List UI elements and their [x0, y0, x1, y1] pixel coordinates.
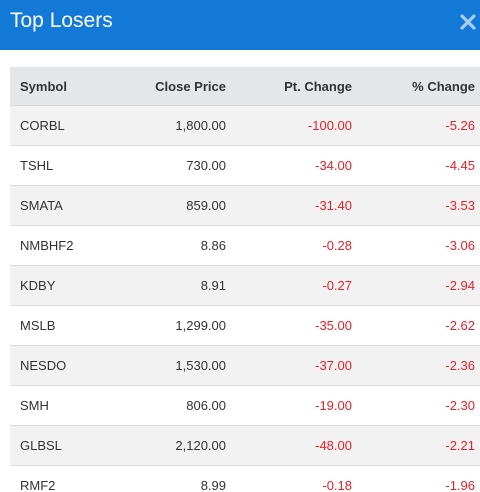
- symbol-cell[interactable]: NESDO: [10, 345, 123, 386]
- symbol-cell[interactable]: MSLB: [10, 305, 123, 346]
- close-price-cell: 8.99: [123, 465, 227, 492]
- pct-change-cell: -2.21: [352, 425, 480, 466]
- pct-change-cell: -2.36: [352, 345, 480, 386]
- pct-change-cell: -1.96: [352, 465, 480, 492]
- column-header-close-price[interactable]: Close Price: [123, 67, 227, 106]
- table-header-row: Symbol Close Price Pt. Change % Change: [10, 67, 480, 106]
- pct-change-cell: -4.45: [352, 145, 480, 186]
- pct-change-cell: -2.94: [352, 265, 480, 306]
- table-row[interactable]: NESDO 1,530.00 -37.00 -2.36: [10, 345, 480, 386]
- losers-table: Symbol Close Price Pt. Change % Change C…: [10, 67, 480, 492]
- column-header-pct-change[interactable]: % Change: [352, 67, 480, 106]
- close-price-cell: 1,530.00: [123, 345, 227, 386]
- pct-change-cell: -3.06: [352, 225, 480, 266]
- symbol-cell[interactable]: CORBL: [10, 105, 123, 146]
- pct-change-cell: -2.30: [352, 385, 480, 426]
- column-header-pt-change[interactable]: Pt. Change: [227, 67, 352, 106]
- table-row[interactable]: SMATA 859.00 -31.40 -3.53: [10, 185, 480, 226]
- pt-change-cell: -0.28: [227, 225, 352, 266]
- symbol-cell[interactable]: SMATA: [10, 185, 123, 226]
- table-row[interactable]: KDBY 8.91 -0.27 -2.94: [10, 265, 480, 306]
- symbol-cell[interactable]: RMF2: [10, 465, 123, 492]
- modal-title: Top Losers: [10, 9, 113, 32]
- pct-change-cell: -5.26: [352, 105, 480, 146]
- pct-change-cell: -3.53: [352, 185, 480, 226]
- table-row[interactable]: RMF2 8.99 -0.18 -1.96: [10, 465, 480, 492]
- pt-change-cell: -48.00: [227, 425, 352, 466]
- close-price-cell: 1,299.00: [123, 305, 227, 346]
- table-row[interactable]: CORBL 1,800.00 -100.00 -5.26: [10, 105, 480, 146]
- close-price-cell: 730.00: [123, 145, 227, 186]
- symbol-cell[interactable]: NMBHF2: [10, 225, 123, 266]
- table-row[interactable]: NMBHF2 8.86 -0.28 -3.06: [10, 225, 480, 266]
- pt-change-cell: -0.27: [227, 265, 352, 306]
- pt-change-cell: -35.00: [227, 305, 352, 346]
- table-row[interactable]: TSHL 730.00 -34.00 -4.45: [10, 145, 480, 186]
- table-row[interactable]: SMH 806.00 -19.00 -2.30: [10, 385, 480, 426]
- close-price-cell: 859.00: [123, 185, 227, 226]
- pt-change-cell: -100.00: [227, 105, 352, 146]
- close-price-cell: 8.91: [123, 265, 227, 306]
- pct-change-cell: -2.62: [352, 305, 480, 346]
- symbol-cell[interactable]: TSHL: [10, 145, 123, 186]
- close-price-cell: 806.00: [123, 385, 227, 426]
- table-row[interactable]: MSLB 1,299.00 -35.00 -2.62: [10, 305, 480, 346]
- close-price-cell: 8.86: [123, 225, 227, 266]
- symbol-cell[interactable]: GLBSL: [10, 425, 123, 466]
- close-price-cell: 2,120.00: [123, 425, 227, 466]
- table-body: CORBL 1,800.00 -100.00 -5.26 TSHL 730.00 -34.0…: [10, 105, 480, 492]
- close-price-cell: 1,800.00: [123, 105, 227, 146]
- pt-change-cell: -19.00: [227, 385, 352, 426]
- table-head: Symbol Close Price Pt. Change % Change: [10, 67, 480, 106]
- pt-change-cell: -0.18: [227, 465, 352, 492]
- pt-change-cell: -34.00: [227, 145, 352, 186]
- modal-header: Top Losers: [0, 0, 480, 50]
- symbol-cell[interactable]: SMH: [10, 385, 123, 426]
- close-icon[interactable]: [459, 12, 477, 32]
- column-header-symbol[interactable]: Symbol: [10, 67, 123, 106]
- losers-table-container: Symbol Close Price Pt. Change % Change C…: [10, 67, 480, 492]
- symbol-cell[interactable]: KDBY: [10, 265, 123, 306]
- pt-change-cell: -31.40: [227, 185, 352, 226]
- table-row[interactable]: GLBSL 2,120.00 -48.00 -2.21: [10, 425, 480, 466]
- pt-change-cell: -37.00: [227, 345, 352, 386]
